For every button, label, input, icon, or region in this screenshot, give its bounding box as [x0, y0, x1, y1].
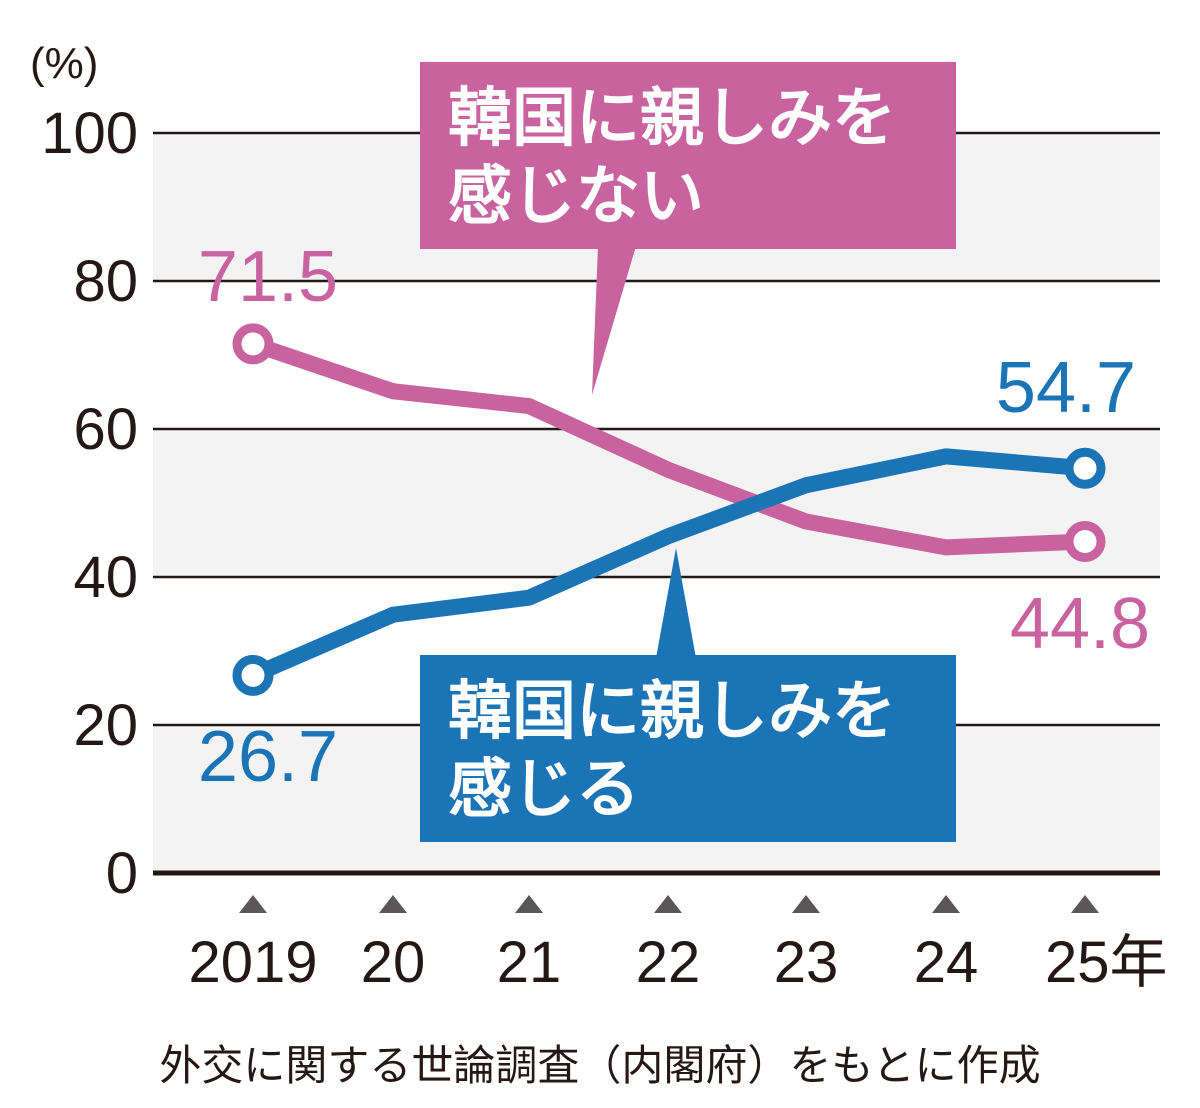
y-tick-label: 60	[73, 397, 138, 462]
x-tick-label: 23	[774, 930, 839, 995]
unit-label: (%)	[30, 39, 98, 88]
data-point-marker	[232, 323, 274, 365]
x-tick-marker	[792, 895, 820, 913]
x-tick-label: 2019	[188, 930, 317, 995]
y-tick-label: 20	[73, 693, 138, 758]
y-tick-label: 80	[73, 249, 138, 314]
callout-label: 韓国に親しみを	[448, 675, 896, 749]
x-tick-marker	[379, 895, 407, 913]
data-point-marker	[1064, 447, 1106, 489]
y-tick-label: 0	[106, 841, 138, 906]
callout-label: 感じない	[448, 160, 704, 234]
series-layer	[232, 323, 1106, 696]
data-labels: 71.5 44.8 26.7 54.7	[198, 237, 1150, 797]
x-tick-marker	[515, 895, 543, 913]
y-tick-label: 40	[73, 545, 138, 610]
x-tick-label: 25年	[1045, 930, 1168, 995]
x-tick-label: 22	[636, 930, 701, 995]
x-tick-label: 20	[361, 930, 426, 995]
callout-pointer	[592, 246, 636, 395]
x-tick-marker	[1071, 895, 1099, 913]
x-tick-marker	[239, 895, 267, 913]
callout-box	[420, 655, 956, 842]
data-label: 26.7	[198, 717, 338, 797]
source-note: 外交に関する世論調査（内閣府）をもとに作成	[159, 1041, 1040, 1090]
data-point-marker	[232, 654, 274, 696]
x-axis-ticks: 2019 20 21 22 23 24 25年	[188, 895, 1168, 995]
y-axis-ticks: 0 20 40 60 80 100	[41, 101, 138, 906]
callout-label: 感じる	[448, 753, 640, 827]
x-tick-marker	[654, 895, 682, 913]
data-label: 54.7	[996, 348, 1136, 428]
data-label: 44.8	[1010, 584, 1150, 664]
x-tick-label: 24	[914, 930, 979, 995]
background-band	[153, 429, 1160, 577]
callout-box	[420, 62, 956, 249]
gridlines	[153, 131, 1160, 876]
x-tick-label: 21	[497, 930, 562, 995]
y-tick-label: 100	[41, 101, 138, 166]
callout-pointer	[656, 548, 696, 658]
data-label: 71.5	[198, 237, 338, 317]
data-point-marker	[1064, 520, 1106, 562]
x-tick-marker	[932, 895, 960, 913]
callout-label: 韓国に親しみを	[448, 82, 896, 156]
